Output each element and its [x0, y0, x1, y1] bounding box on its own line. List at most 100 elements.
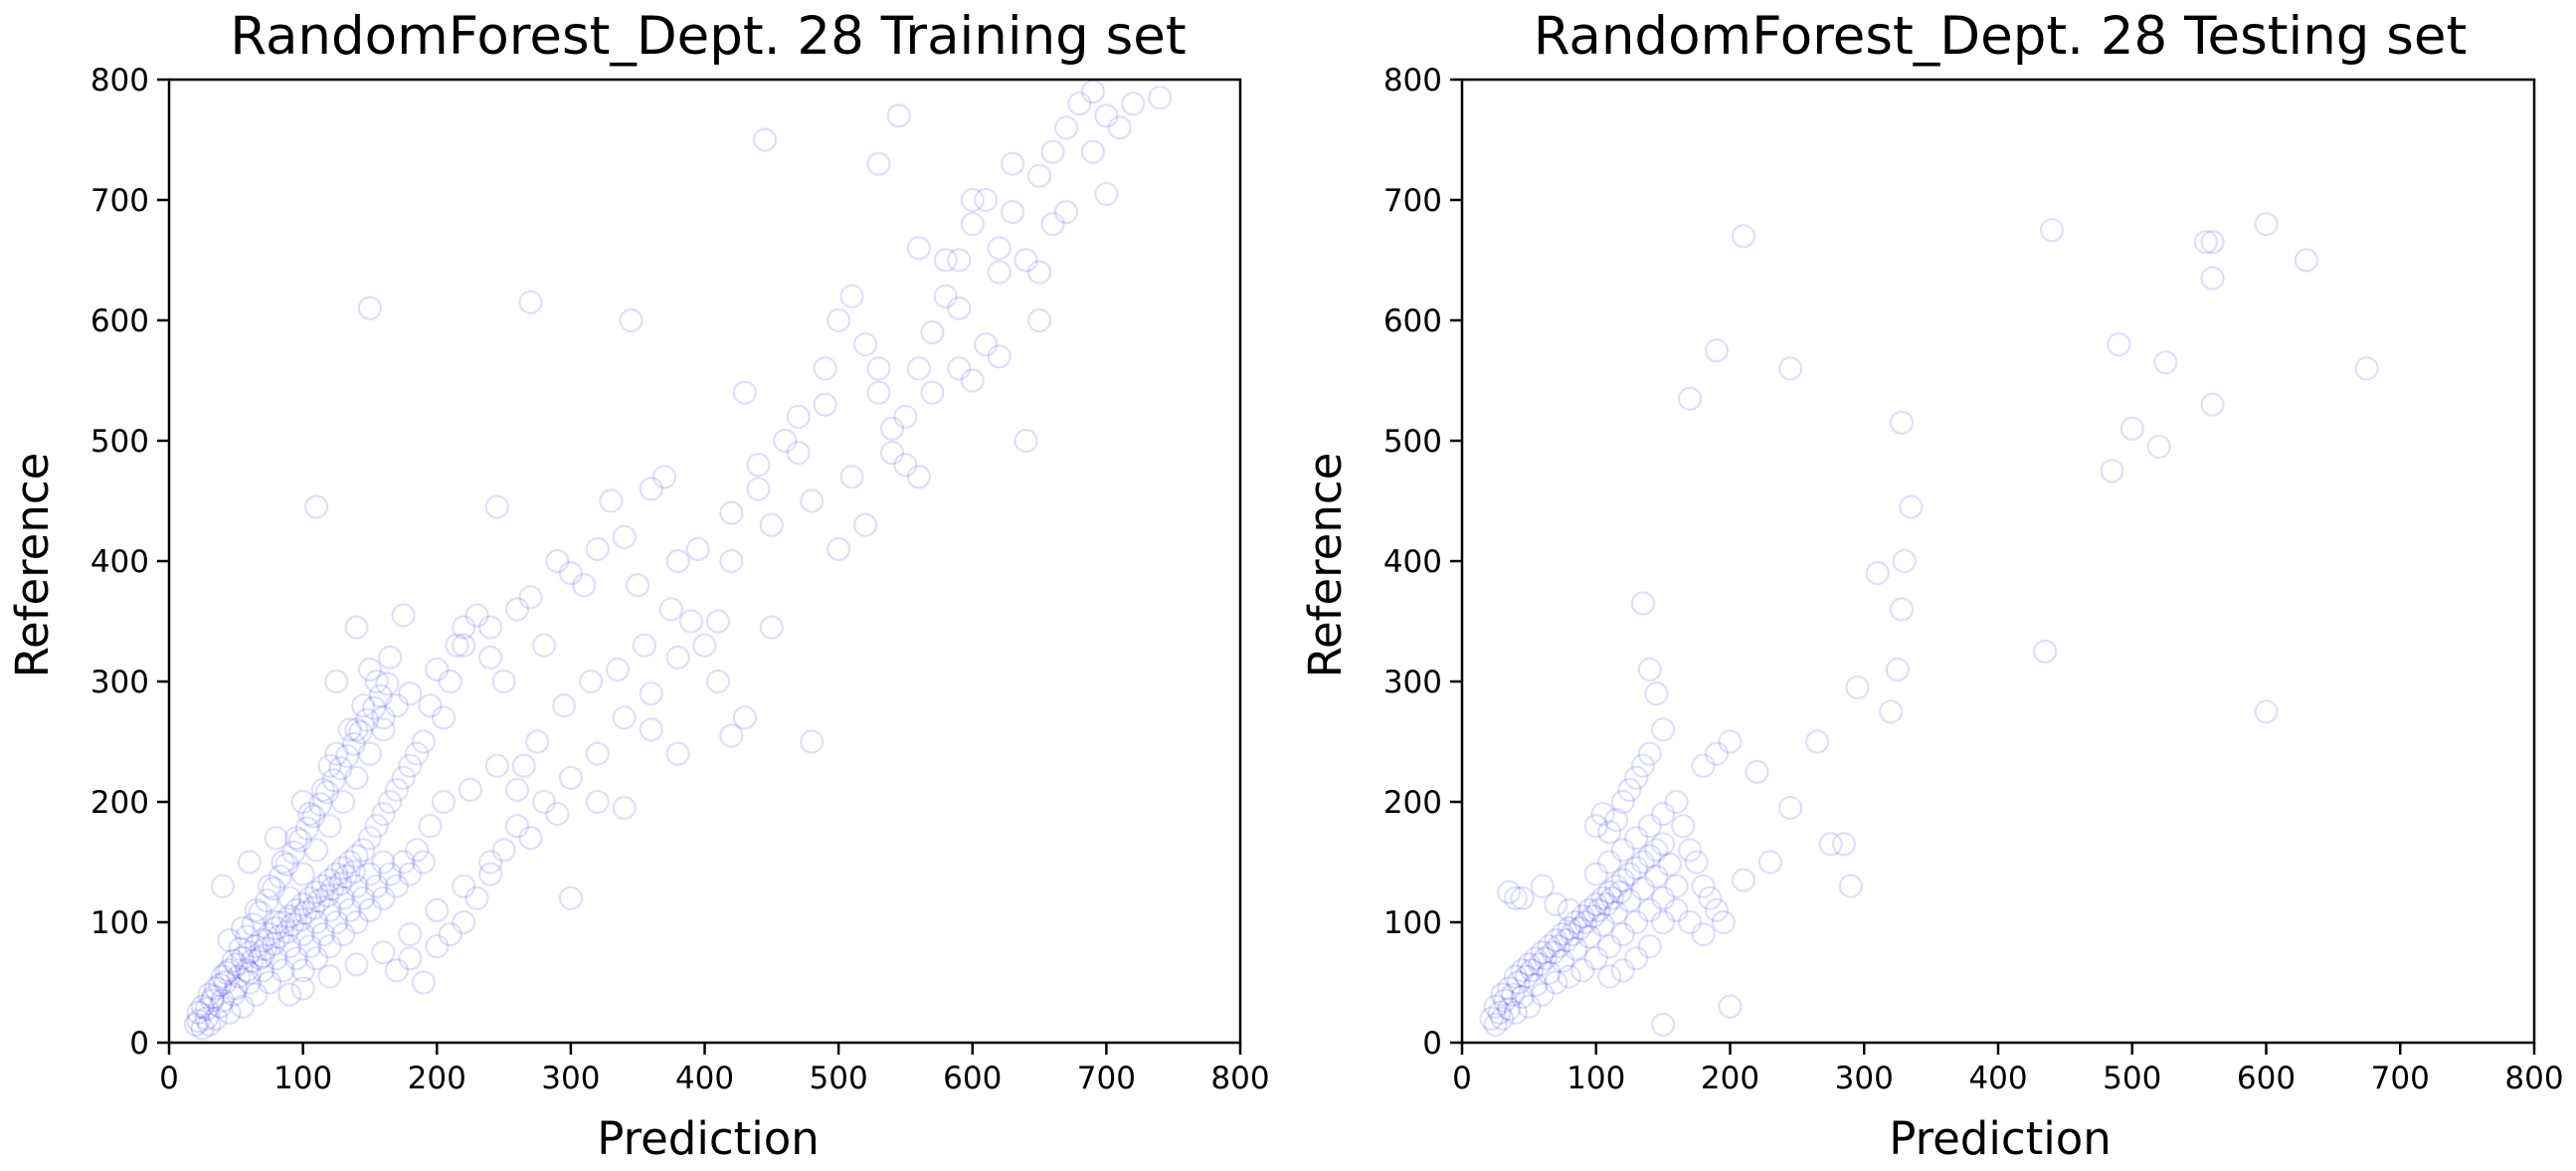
testing-point-149 [1677, 909, 1703, 935]
training-y-axis-label: Reference [6, 453, 59, 679]
training-point-64 [304, 909, 329, 935]
training-point-257 [194, 996, 219, 1022]
testing-point-128 [1537, 960, 1562, 985]
training-point-194 [411, 970, 436, 995]
testing-point-31 [1583, 891, 1608, 917]
training-point-147 [879, 416, 905, 441]
testing-point-133 [1603, 900, 1629, 925]
training-point-111 [418, 693, 443, 718]
training-y-tick-label-8: 800 [91, 63, 149, 98]
testing-point-83 [1845, 675, 1870, 700]
testing-point-6 [1501, 982, 1526, 1007]
testing-point-109 [2354, 356, 2379, 381]
training-point-125 [585, 536, 610, 562]
testing-point-129 [1550, 948, 1575, 973]
training-point-121 [531, 633, 557, 658]
training-point-174 [826, 536, 851, 562]
training-point-206 [1026, 260, 1052, 285]
training-point-144 [839, 284, 864, 308]
testing-point-87 [1889, 597, 1915, 622]
training-point-79 [330, 789, 356, 815]
training-point-187 [504, 777, 530, 803]
training-y-tick-label-5: 500 [91, 424, 149, 460]
training-point-127 [612, 524, 637, 549]
testing-point-116 [1610, 921, 1635, 947]
training-point-256 [186, 1009, 211, 1034]
training-point-190 [464, 885, 489, 910]
training-x-tick-label-3: 300 [541, 1061, 600, 1096]
training-point-193 [425, 934, 450, 959]
testing-point-57 [1617, 777, 1642, 803]
training-point-138 [759, 512, 784, 537]
training-point-207 [960, 187, 985, 213]
training-point-267 [261, 876, 286, 901]
training-point-3 [194, 1006, 219, 1031]
testing-point-136 [1644, 864, 1669, 889]
testing-point-14 [1528, 952, 1553, 977]
training-point-2 [190, 994, 215, 1019]
training-point-151 [933, 284, 958, 308]
training-point-87 [330, 921, 356, 947]
training-point-245 [310, 921, 335, 947]
testing-point-65 [1671, 814, 1696, 839]
training-point-0 [183, 1012, 208, 1037]
testing-point-143 [1650, 801, 1676, 827]
testing-x-tick-label-2: 200 [1701, 1061, 1759, 1096]
training-point-126 [599, 488, 624, 513]
training-point-303 [452, 874, 476, 898]
training-point-46 [337, 850, 362, 875]
testing-point-49 [1530, 874, 1555, 898]
training-point-238 [405, 838, 430, 863]
training-point-258 [201, 984, 226, 1010]
training-point-134 [705, 609, 731, 634]
training-point-302 [425, 897, 450, 923]
testing-point-74 [1718, 729, 1743, 754]
training-point-227 [658, 597, 683, 622]
training-point-34 [297, 885, 322, 910]
training-point-195 [398, 946, 423, 971]
training-point-95 [230, 915, 256, 941]
training-point-21 [253, 936, 277, 961]
training-point-208 [906, 236, 932, 261]
testing-point-153 [1610, 958, 1635, 983]
training-point-211 [1026, 307, 1052, 333]
testing-point-94 [1677, 386, 1703, 411]
training-point-295 [478, 615, 503, 640]
testing-point-9 [1510, 958, 1535, 983]
testing-point-66 [1677, 838, 1703, 863]
training-point-29 [279, 912, 304, 937]
testing-point-23 [1557, 915, 1581, 941]
training-point-140 [786, 404, 811, 429]
training-point-56 [398, 753, 423, 778]
training-point-159 [1040, 139, 1065, 164]
training-point-292 [398, 681, 423, 706]
testing-point-118 [1637, 897, 1662, 923]
testing-point-70 [1704, 897, 1730, 923]
testing-point-97 [2100, 459, 2124, 484]
training-point-246 [297, 934, 322, 959]
testing-point-58 [1624, 765, 1649, 790]
training-point-66 [330, 885, 356, 910]
testing-point-75 [1731, 868, 1756, 892]
training-point-72 [237, 960, 262, 985]
training-point-28 [277, 903, 302, 929]
training-point-241 [364, 874, 389, 898]
training-y-tick-label-0: 0 [129, 1026, 149, 1062]
training-point-270 [281, 840, 306, 865]
training-point-243 [337, 897, 362, 923]
testing-point-19 [1544, 927, 1568, 953]
training-point-104 [351, 693, 376, 718]
training-point-51 [364, 814, 389, 839]
training-point-196 [384, 958, 409, 983]
training-point-249 [257, 970, 282, 995]
testing-point-81 [1831, 832, 1857, 857]
training-point-278 [335, 743, 360, 769]
testing-point-7 [1503, 964, 1529, 989]
training-point-254 [197, 1012, 222, 1037]
training-point-219 [893, 404, 918, 429]
training-point-264 [241, 912, 266, 937]
training-point-168 [933, 248, 958, 273]
testing-point-151 [1637, 934, 1662, 959]
testing-point-10 [1514, 964, 1539, 989]
